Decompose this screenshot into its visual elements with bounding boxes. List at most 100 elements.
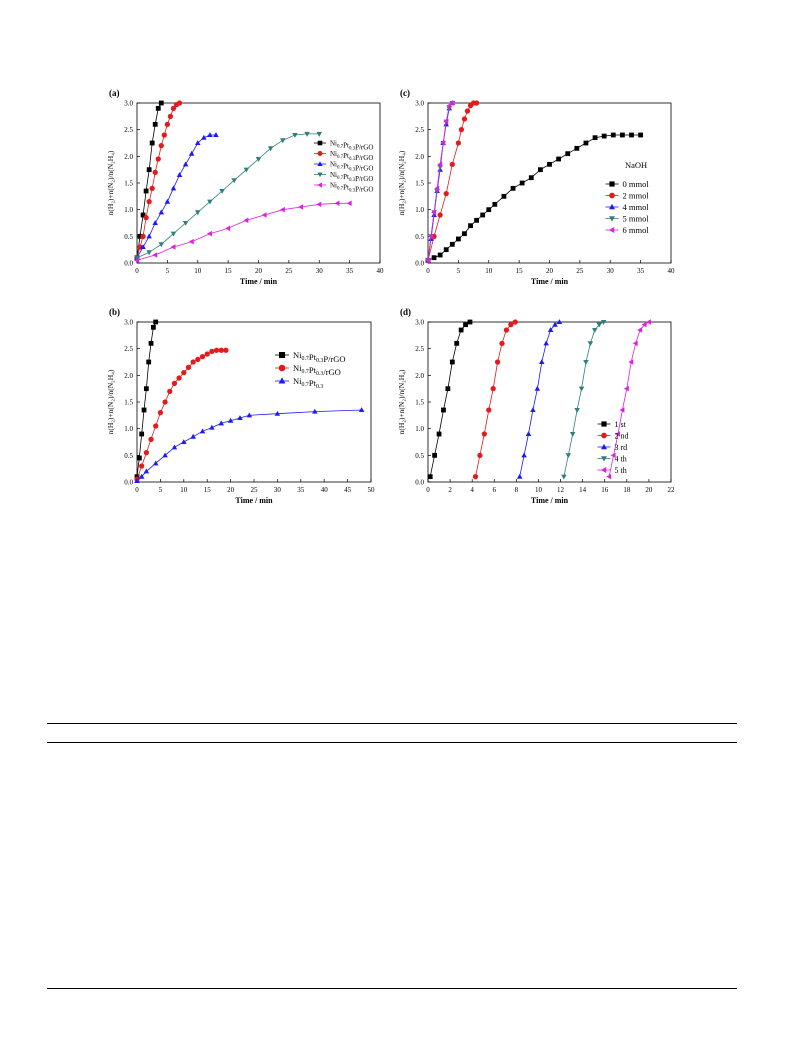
data-point — [508, 322, 514, 328]
legend-label: 0 mmol — [623, 179, 650, 189]
y-tick-label: 2.5 — [124, 345, 133, 353]
data-point — [477, 452, 483, 458]
data-point — [195, 356, 201, 362]
x-tick-label: 40 — [668, 267, 676, 275]
x-tick-label: 20 — [227, 486, 235, 494]
data-point — [182, 220, 189, 226]
data-point — [455, 140, 462, 146]
data-point — [606, 473, 612, 480]
data-series — [427, 319, 473, 480]
y-tick-label: 0.0 — [415, 260, 424, 268]
y-tick-label: 3.0 — [124, 319, 133, 327]
data-point — [146, 233, 152, 239]
series-line — [429, 321, 471, 477]
data-series — [425, 100, 456, 263]
data-series — [134, 100, 164, 261]
x-tick-label: 22 — [668, 486, 676, 494]
data-point — [539, 359, 545, 365]
data-point — [462, 231, 467, 237]
data-point — [458, 327, 464, 333]
legend-marker — [317, 172, 323, 178]
data-point — [170, 244, 176, 250]
data-point — [140, 212, 146, 218]
data-point — [162, 452, 168, 458]
data-point — [427, 474, 433, 480]
y-tick-label: 0.5 — [124, 233, 133, 241]
data-point — [199, 354, 206, 360]
data-point — [267, 146, 274, 152]
data-point — [346, 200, 352, 207]
data-point — [480, 212, 486, 218]
legend-marker — [317, 161, 323, 166]
x-tick-label: 25 — [285, 267, 293, 275]
y-tick-label: 2.0 — [415, 153, 424, 161]
data-point — [162, 399, 168, 405]
x-tick-label: 30 — [607, 267, 615, 275]
data-point — [137, 233, 143, 239]
plot-frame — [427, 321, 672, 483]
data-series — [561, 319, 607, 480]
data-point — [225, 225, 231, 232]
data-point — [615, 431, 621, 437]
legend-label: 1 st — [615, 420, 627, 429]
data-series — [516, 319, 563, 479]
legend-label: Ni0.7Pt0.3P/rGO — [330, 160, 373, 172]
data-point — [134, 257, 140, 264]
data-point — [143, 468, 150, 474]
data-point — [155, 156, 161, 162]
data-series — [134, 407, 365, 483]
data-point — [218, 420, 224, 426]
data-point — [171, 444, 178, 450]
data-point — [292, 132, 298, 138]
data-point — [516, 473, 523, 479]
y-tick-label: 1.5 — [415, 180, 424, 188]
data-point — [209, 348, 215, 354]
y-tick-label: 1.0 — [124, 206, 133, 214]
data-point — [204, 351, 210, 357]
legend-marker — [279, 352, 285, 358]
data-point — [619, 407, 625, 413]
data-point — [194, 140, 201, 146]
data-point — [219, 188, 225, 194]
data-point — [181, 439, 187, 445]
series-line — [136, 133, 320, 259]
data-point — [176, 172, 183, 178]
data-point — [223, 347, 229, 353]
y-tick-label: 0.5 — [415, 452, 424, 460]
legend-marker — [609, 216, 615, 222]
data-point — [153, 319, 159, 325]
legend-marker — [609, 203, 615, 210]
x-axis-label: Time / min — [531, 277, 569, 286]
data-point — [146, 250, 152, 256]
series-line — [563, 321, 604, 477]
data-point — [207, 230, 212, 237]
data-point — [312, 408, 318, 414]
data-point — [434, 185, 440, 192]
data-point — [298, 204, 304, 210]
data-point — [583, 359, 589, 365]
x-tick-label: 35 — [346, 267, 354, 275]
data-point — [525, 431, 532, 437]
data-point — [152, 460, 159, 466]
data-point — [134, 255, 140, 261]
series-line — [136, 349, 226, 480]
x-axis-label: Time / min — [240, 277, 278, 286]
series-line — [519, 321, 560, 477]
data-series — [134, 200, 352, 264]
x-tick-label: 10 — [194, 267, 202, 275]
x-tick-label: 25 — [251, 486, 259, 494]
x-tick-label: 0 — [135, 486, 139, 494]
y-tick-label: 2.0 — [124, 153, 133, 161]
series-line — [608, 321, 650, 477]
series-line — [427, 134, 641, 261]
y-tick-label: 1.5 — [415, 399, 424, 407]
y-tick-label: 2.5 — [124, 126, 133, 134]
data-series — [134, 131, 323, 261]
y-axis-label: n(H₂)+n(N₂)/n(N₂H₄) — [397, 369, 406, 434]
data-point — [486, 207, 492, 213]
data-point — [153, 423, 159, 429]
data-point — [140, 233, 146, 239]
data-point — [171, 380, 178, 386]
x-tick-label: 12 — [557, 486, 565, 494]
x-tick-label: 10 — [535, 486, 543, 494]
